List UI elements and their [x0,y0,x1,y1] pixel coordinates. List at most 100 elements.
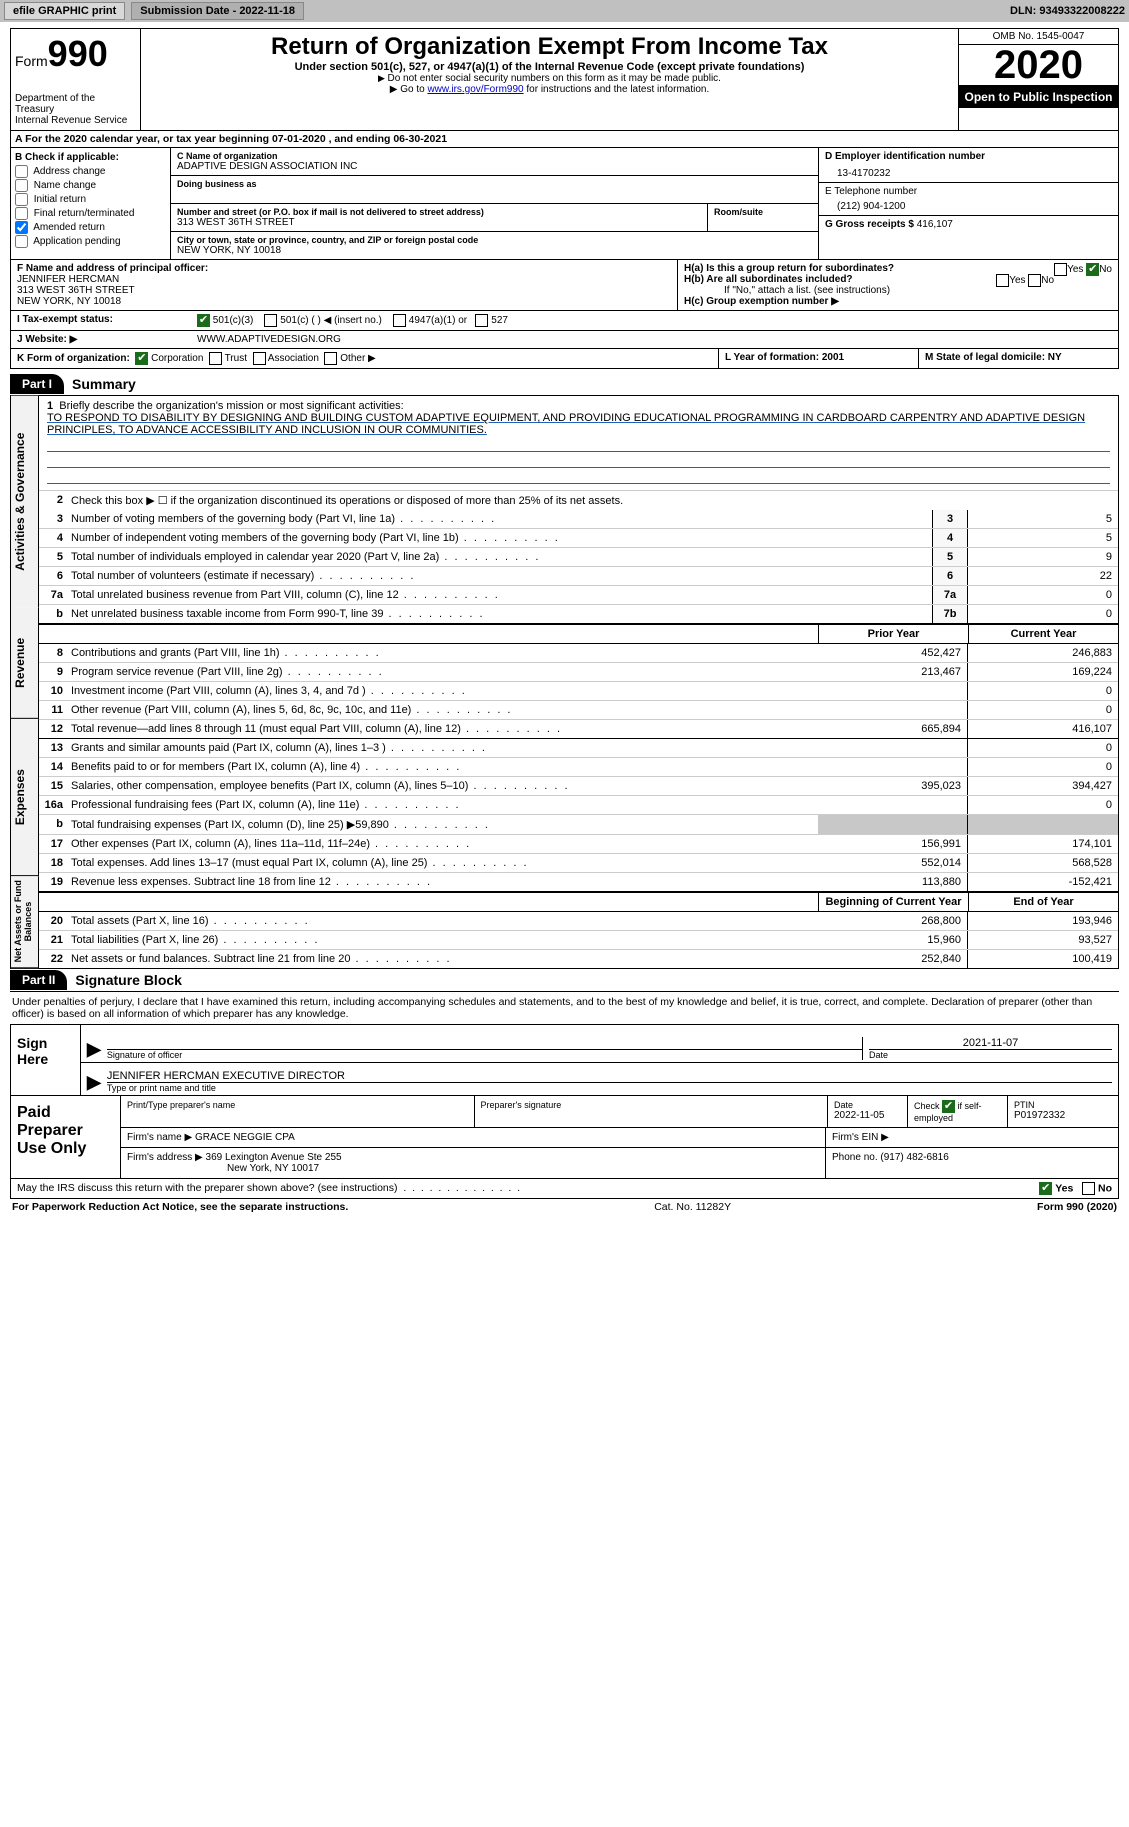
discuss-no-checkbox[interactable] [1082,1182,1095,1195]
opt-501c3: 501(c)(3) [213,315,254,326]
current-year-hdr: Current Year [968,625,1118,643]
current-year-val: 0 [968,758,1118,776]
form990-link[interactable]: www.irs.gov/Form990 [427,84,523,95]
prep-sig-label: Preparer's signature [481,1100,822,1110]
fin-line-desc: Total fundraising expenses (Part IX, col… [69,815,818,834]
dba-label: Doing business as [177,179,812,189]
assoc-checkbox[interactable] [253,352,266,365]
hb-no-checkbox[interactable] [1028,274,1041,287]
discuss-question: May the IRS discuss this return with the… [17,1182,398,1195]
website-label: J Website: ▶ [11,331,191,348]
current-year-val: 0 [968,682,1118,700]
gov-line-val: 22 [968,567,1118,585]
sig-officer-label: Signature of officer [107,1049,862,1060]
year-formation: L Year of formation: 2001 [725,352,844,363]
perjury-text: Under penalties of perjury, I declare th… [10,992,1119,1024]
prior-year-val [818,701,968,719]
paid-preparer-label: Paid Preparer Use Only [11,1096,121,1178]
ha-label: H(a) Is this a group return for subordin… [684,263,894,274]
box-b-item[interactable]: Address change [15,165,166,178]
ptin-label: PTIN [1014,1100,1112,1110]
corp-checkbox[interactable] [135,352,148,365]
hb-yes-checkbox[interactable] [996,274,1009,287]
dln-label: DLN: 93493322008222 [1010,5,1125,17]
firm-addr: 369 Lexington Avenue Ste 255 [206,1152,342,1163]
officer-label: F Name and address of principal officer: [17,263,208,274]
form-subtitle: Under section 501(c), 527, or 4947(a)(1)… [149,61,950,73]
prior-year-val: 156,991 [818,835,968,853]
form-footer: Form 990 (2020) [1037,1201,1117,1213]
gov-line-desc: Total number of volunteers (estimate if … [69,567,932,585]
ein-value: 13-4170232 [825,162,1112,179]
form-header: Form990 Department of the Treasury Inter… [10,28,1119,131]
sig-date-value: 2021-11-07 [869,1037,1112,1050]
opt-corp: Corporation [151,353,203,364]
gov-line-desc: Number of voting members of the governin… [69,510,932,528]
paperwork-notice: For Paperwork Reduction Act Notice, see … [12,1201,348,1213]
fin-line-desc: Grants and similar amounts paid (Part IX… [69,739,818,757]
gov-line-key: 5 [932,548,968,566]
current-year-val: 394,427 [968,777,1118,795]
end-year-hdr: End of Year [968,893,1118,911]
part2-number: Part II [10,970,67,990]
firm-phone: (917) 482-6816 [880,1152,948,1163]
527-checkbox[interactable] [475,314,488,327]
form-number: 990 [48,33,108,74]
discuss-yes-checkbox[interactable] [1039,1182,1052,1195]
open-public-label: Open to Public Inspection [959,86,1118,108]
firm-addr-label: Firm's address ▶ [127,1152,203,1163]
box-b-item[interactable]: Initial return [15,193,166,206]
sig-date-label: Date [869,1050,1112,1060]
efile-print-button[interactable]: efile GRAPHIC print [4,2,125,20]
gov-line-key: 3 [932,510,968,528]
gov-line-key: 7b [932,605,968,623]
box-b-item[interactable]: Amended return [15,221,166,234]
fin-line-desc: Program service revenue (Part VIII, line… [69,663,818,681]
gov-line-val: 5 [968,510,1118,528]
begin-year-hdr: Beginning of Current Year [818,893,968,911]
ha-no-checkbox[interactable] [1086,263,1099,276]
prep-name-label: Print/Type preparer's name [127,1100,468,1110]
box-b-item[interactable]: Name change [15,179,166,192]
line2-text: Check this box ▶ ☐ if the organization d… [69,491,1118,510]
prior-year-val [818,815,968,834]
goto-pre: Go to [400,84,427,95]
submission-date-button[interactable]: Submission Date - 2022-11-18 [131,2,304,20]
city-state-zip: NEW YORK, NY 10018 [177,245,812,256]
prior-year-val [818,682,968,700]
part1-number: Part I [10,374,64,394]
prior-year-val: 252,840 [818,950,968,968]
fin-line-desc: Total assets (Part X, line 16) [69,912,818,930]
box-b-item[interactable]: Application pending [15,235,166,248]
hc-label: H(c) Group exemption number ▶ [684,296,839,307]
4947-checkbox[interactable] [393,314,406,327]
top-toolbar: efile GRAPHIC print Submission Date - 20… [0,0,1129,22]
fin-line-desc: Other revenue (Part VIII, column (A), li… [69,701,818,719]
gov-line-val: 9 [968,548,1118,566]
gov-line-desc: Total number of individuals employed in … [69,548,932,566]
current-year-val: 0 [968,701,1118,719]
prior-year-val [818,796,968,814]
current-year-val: 0 [968,739,1118,757]
ha-yes-checkbox[interactable] [1054,263,1067,276]
officer-addr2: NEW YORK, NY 10018 [17,296,121,307]
501c-checkbox[interactable] [264,314,277,327]
opt-501c: 501(c) ( ) ◀ (insert no.) [280,315,382,326]
firm-ein-label: Firm's EIN ▶ [832,1132,889,1143]
gov-line-desc: Net unrelated business taxable income fr… [69,605,932,623]
no-label2: No [1041,275,1054,286]
box-b: B Check if applicable: Address change Na… [11,148,171,259]
room-label: Room/suite [714,207,812,217]
other-checkbox[interactable] [324,352,337,365]
vtab-revenue: Revenue [11,608,39,719]
opt-other: Other ▶ [340,353,375,364]
prior-year-val: 268,800 [818,912,968,930]
current-year-val [968,815,1118,834]
no-label: No [1099,264,1112,275]
self-employed-checkbox[interactable] [942,1100,955,1113]
box-b-item[interactable]: Final return/terminated [15,207,166,220]
trust-checkbox[interactable] [209,352,222,365]
current-year-val: 169,224 [968,663,1118,681]
501c3-checkbox[interactable] [197,314,210,327]
gov-line-key: 7a [932,586,968,604]
